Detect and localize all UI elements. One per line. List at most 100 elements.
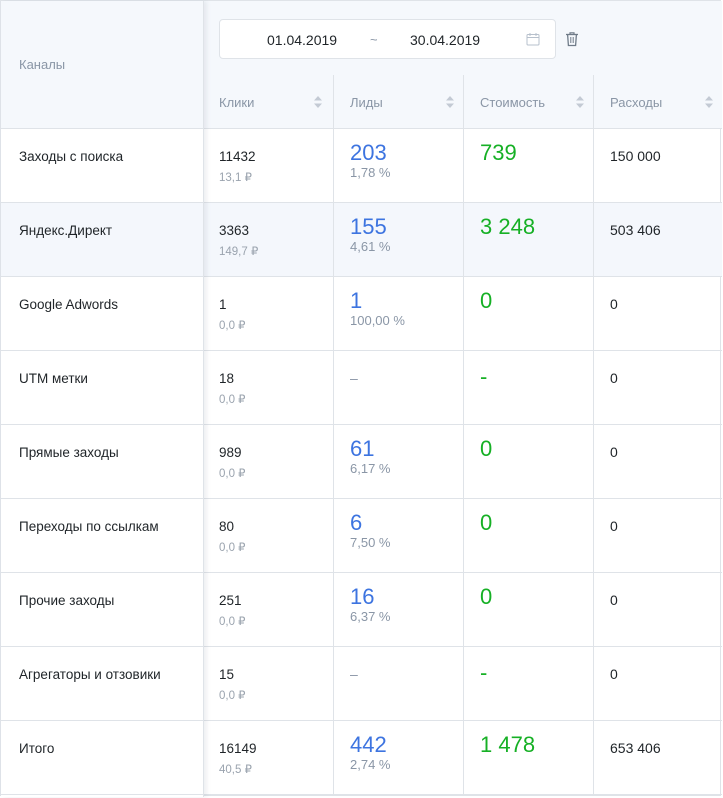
spend-cell: 0 [593, 277, 722, 350]
leads-percent: 6,37 % [350, 609, 391, 624]
click-cost: 0,0 ₽ [219, 616, 246, 628]
clicks-cell: 989 0,0 ₽ [203, 425, 333, 498]
leads-percent: 100,00 % [350, 313, 405, 328]
leads-percent: 4,61 % [350, 239, 391, 254]
cost-empty: - [480, 660, 488, 685]
cost-value: 0 [480, 288, 493, 313]
click-cost: 0,0 ₽ [219, 320, 246, 332]
click-cost: 0,0 ₽ [219, 542, 246, 554]
leads-value[interactable]: 442 [350, 732, 387, 757]
spend-value: 653 406 [610, 740, 661, 756]
channel-row: Прямые заходы [1, 425, 203, 499]
leads-cell: 16 6,37 % [333, 573, 463, 646]
click-cost: 40,5 ₽ [219, 764, 252, 776]
leads-value[interactable]: 1 [350, 288, 363, 313]
leads-value[interactable]: 6 [350, 510, 363, 535]
leads-cell: 6 7,50 % [333, 499, 463, 572]
leads-empty: – [350, 666, 358, 682]
column-header-spend[interactable]: Расходы [593, 75, 722, 128]
click-cost: 149,7 ₽ [219, 246, 259, 258]
channel-row: Google Adwords [1, 277, 203, 351]
spend-cell: 0 [593, 647, 722, 720]
metrics-area: 01.04.2019 ~ 30.04.2019 Клики [203, 1, 722, 797]
column-label: Расходы [610, 95, 663, 110]
cost-cell: 1 478 [463, 721, 593, 794]
clicks-cell: 1 0,0 ₽ [203, 277, 333, 350]
cost-value: 1 478 [480, 732, 536, 757]
clicks-cell: 80 0,0 ₽ [203, 499, 333, 572]
cost-value: 0 [480, 510, 493, 535]
calendar-icon[interactable] [526, 32, 540, 46]
sort-icon[interactable] [446, 96, 454, 108]
channel-name: Агрегаторы и отзовики [19, 667, 161, 682]
clicks-cell: 18 0,0 ₽ [203, 351, 333, 424]
column-label: Лиды [350, 95, 383, 110]
clicks-cell: 3363 149,7 ₽ [203, 203, 333, 276]
spend-value: 0 [610, 296, 618, 312]
date-filter-bar: 01.04.2019 ~ 30.04.2019 [203, 1, 722, 75]
channel-row: UTM метки [1, 351, 203, 425]
table-header: Клики Лиды Стоимость Расходы [203, 75, 722, 129]
cost-cell: 3 248 [463, 203, 593, 276]
spend-value: 0 [610, 518, 618, 534]
leads-percent: 6,17 % [350, 461, 391, 476]
sort-icon[interactable] [705, 96, 713, 108]
date-to[interactable]: 30.04.2019 [410, 32, 481, 48]
leads-cell: 203 1,78 % [333, 129, 463, 202]
spend-value: 503 406 [610, 222, 661, 238]
leads-cell: 61 6,17 % [333, 425, 463, 498]
spend-cell: 0 [593, 425, 722, 498]
date-separator: ~ [370, 32, 378, 47]
spend-cell: 0 [593, 351, 722, 424]
date-from[interactable]: 01.04.2019 [267, 32, 338, 48]
sort-icon[interactable] [576, 96, 584, 108]
clicks-cell: 15 0,0 ₽ [203, 647, 333, 720]
clicks-value: 3363 [219, 223, 250, 238]
channel-name: Прочие заходы [19, 593, 115, 608]
spend-cell: 0 [593, 573, 722, 646]
channels-header: Каналы [1, 1, 203, 129]
table-row: 989 0,0 ₽ 61 6,17 % 0 0 [203, 425, 722, 499]
click-cost: 0,0 ₽ [219, 690, 246, 702]
cost-cell: 0 [463, 499, 593, 572]
cost-value: 0 [480, 436, 493, 461]
leads-value[interactable]: 155 [350, 214, 387, 239]
leads-empty: – [350, 370, 358, 386]
cost-value: 0 [480, 584, 493, 609]
trash-icon[interactable] [565, 31, 579, 47]
spend-cell: 503 406 [593, 203, 722, 276]
spend-value: 0 [610, 666, 618, 682]
cost-cell: - [463, 647, 593, 720]
leads-cell: 1 100,00 % [333, 277, 463, 350]
leads-value[interactable]: 16 [350, 584, 375, 609]
spend-value: 0 [610, 592, 618, 608]
leads-value[interactable]: 61 [350, 436, 375, 461]
channel-row: Яндекс.Директ [1, 203, 203, 277]
date-range-picker[interactable]: 01.04.2019 ~ 30.04.2019 [219, 19, 556, 59]
leads-value[interactable]: 203 [350, 140, 387, 165]
cost-cell: - [463, 351, 593, 424]
channel-name: Google Adwords [19, 297, 119, 312]
clicks-value: 989 [219, 445, 242, 460]
spend-cell: 150 000 [593, 129, 722, 202]
leads-cell: 155 4,61 % [333, 203, 463, 276]
table-row: 251 0,0 ₽ 16 6,37 % 0 0 [203, 573, 722, 647]
column-header-clicks[interactable]: Клики [203, 75, 333, 128]
column-header-leads[interactable]: Лиды [333, 75, 463, 128]
column-label: Клики [219, 95, 255, 110]
cost-cell: 0 [463, 425, 593, 498]
leads-percent: 1,78 % [350, 165, 391, 180]
spend-value: 0 [610, 370, 618, 386]
table-row: 15 0,0 ₽ – - 0 [203, 647, 722, 721]
spend-cell: 653 406 [593, 721, 722, 794]
column-header-cost[interactable]: Стоимость [463, 75, 593, 128]
leads-percent: 2,74 % [350, 757, 391, 772]
clicks-value: 251 [219, 593, 242, 608]
sort-icon[interactable] [314, 96, 322, 108]
table-row-total: 16149 40,5 ₽ 442 2,74 % 1 478 653 406 [203, 721, 722, 795]
clicks-value: 15 [219, 667, 235, 682]
cost-cell: 739 [463, 129, 593, 202]
channel-name: Переходы по ссылкам [19, 519, 159, 534]
cost-value: 739 [480, 140, 517, 165]
click-cost: 13,1 ₽ [219, 172, 252, 184]
